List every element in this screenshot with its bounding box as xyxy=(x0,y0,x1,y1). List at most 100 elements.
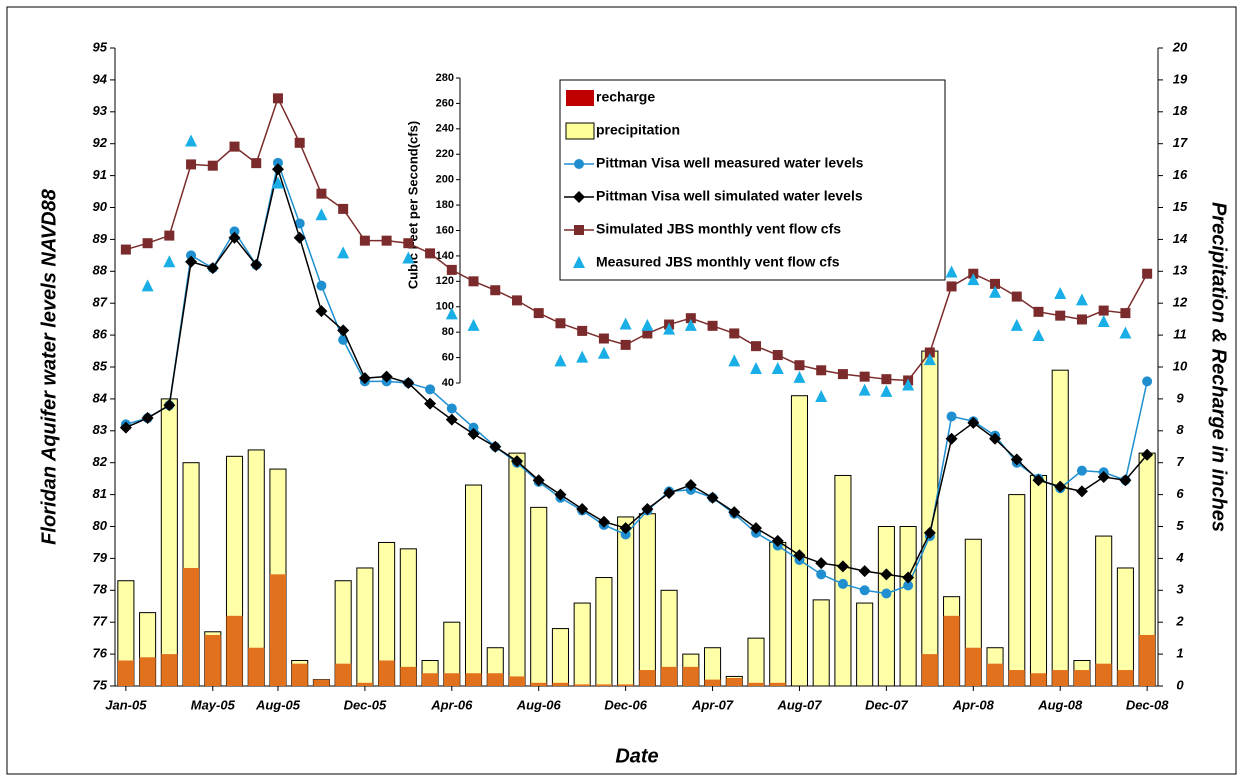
marker xyxy=(1055,310,1066,321)
y2-tick-label: 12 xyxy=(1173,295,1188,310)
marker xyxy=(358,372,371,385)
legend-marker xyxy=(573,191,585,203)
marker xyxy=(794,360,805,371)
bar xyxy=(183,567,200,686)
bar xyxy=(812,599,830,687)
marker xyxy=(532,474,545,487)
marker xyxy=(1010,318,1023,331)
marker xyxy=(468,422,479,433)
marker xyxy=(142,238,153,249)
y3-tick-label: 240 xyxy=(436,123,454,135)
y2-tick-label: 10 xyxy=(1173,358,1188,373)
legend-marker xyxy=(574,159,584,169)
marker xyxy=(294,137,305,148)
marker xyxy=(446,403,457,414)
marker xyxy=(946,411,957,422)
bar xyxy=(530,506,548,687)
y2-axis-title: Precipitation & Recharge in inches xyxy=(1208,202,1230,532)
bar xyxy=(573,602,591,687)
legend-swatch xyxy=(565,122,595,140)
marker xyxy=(684,479,697,492)
bar xyxy=(313,679,330,686)
bar xyxy=(595,684,612,686)
bar xyxy=(378,660,395,686)
marker xyxy=(989,432,1002,445)
marker xyxy=(272,157,283,168)
marker xyxy=(837,369,848,380)
marker xyxy=(119,421,132,434)
y-tick-label: 89 xyxy=(93,231,108,246)
marker xyxy=(402,251,415,264)
bar xyxy=(617,516,635,687)
y3-tick-label: 260 xyxy=(436,97,454,109)
bar xyxy=(1116,567,1134,687)
y-tick-label: 88 xyxy=(93,263,108,278)
marker xyxy=(728,354,741,367)
marker xyxy=(573,191,585,203)
x-tick-label: Dec-07 xyxy=(865,697,908,712)
bar xyxy=(769,682,786,686)
bar xyxy=(877,526,895,687)
marker xyxy=(120,244,131,255)
bar xyxy=(1008,670,1025,686)
marker xyxy=(445,307,458,320)
marker xyxy=(924,347,935,358)
x-tick-label: Aug-08 xyxy=(1037,697,1083,712)
bar xyxy=(639,670,656,686)
bar xyxy=(986,663,1004,686)
y-axis-title: Floridan Aquifer water levels NAVD88 xyxy=(38,188,60,545)
bar xyxy=(682,666,699,686)
marker xyxy=(141,279,154,292)
legend-box xyxy=(559,79,946,281)
y2-tick-label: 7 xyxy=(1176,454,1184,469)
marker xyxy=(163,399,176,412)
marker xyxy=(620,339,631,350)
y-tick-label: 86 xyxy=(93,327,108,342)
bar xyxy=(335,663,352,686)
bar xyxy=(161,654,178,686)
y2-tick-label: 14 xyxy=(1173,231,1188,246)
y3-axis-title: Cubic Feet per Second(cfs) xyxy=(405,121,420,289)
bar xyxy=(356,682,373,686)
marker xyxy=(729,328,740,339)
marker xyxy=(641,318,654,331)
marker xyxy=(1141,448,1154,461)
marker xyxy=(706,491,719,504)
marker xyxy=(1054,480,1067,493)
y3-tick-label: 120 xyxy=(436,275,454,287)
y2-tick-label: 17 xyxy=(1173,135,1188,150)
bar xyxy=(1030,673,1047,686)
legend-label: precipitation xyxy=(596,122,680,138)
marker xyxy=(1097,315,1110,327)
x-tick-label: Apr-08 xyxy=(952,697,995,712)
y2-tick-label: 19 xyxy=(1173,71,1188,86)
marker xyxy=(642,328,653,339)
bar xyxy=(574,684,591,686)
marker xyxy=(903,580,914,591)
bar xyxy=(1029,474,1048,687)
marker xyxy=(837,578,848,589)
marker xyxy=(510,455,523,468)
y-tick-label: 91 xyxy=(93,167,107,182)
marker xyxy=(619,317,632,330)
marker xyxy=(967,416,980,429)
marker xyxy=(163,255,176,268)
bar xyxy=(356,567,374,687)
y-tick-label: 76 xyxy=(93,646,108,661)
marker xyxy=(989,285,1002,298)
marker xyxy=(685,313,696,324)
bar xyxy=(117,660,134,686)
marker xyxy=(880,568,893,581)
y3-tick-label: 160 xyxy=(436,224,454,236)
marker xyxy=(293,231,306,244)
marker xyxy=(1076,465,1087,476)
y2-tick-label: 0 xyxy=(1176,677,1184,692)
marker xyxy=(316,280,327,291)
legend-label: Simulated JBS monthly vent flow cfs xyxy=(596,221,841,237)
bar xyxy=(465,673,482,686)
marker xyxy=(1054,287,1067,300)
y-tick-label: 87 xyxy=(93,295,108,310)
y2-tick-label: 11 xyxy=(1173,327,1187,342)
marker xyxy=(1142,376,1153,387)
marker xyxy=(945,265,958,278)
